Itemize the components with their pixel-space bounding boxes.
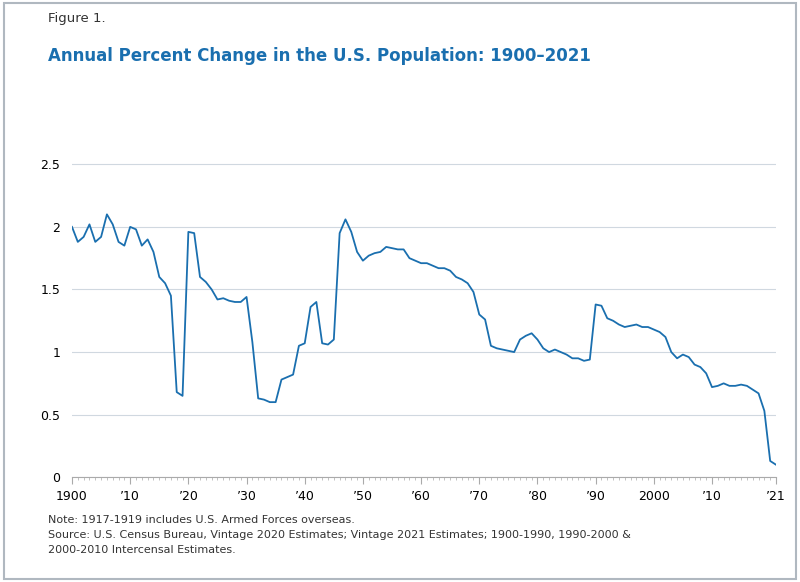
- Text: Figure 1.: Figure 1.: [48, 12, 106, 24]
- Text: Annual Percent Change in the U.S. Population: 1900–2021: Annual Percent Change in the U.S. Popula…: [48, 47, 591, 65]
- Text: Note: 1917-1919 includes U.S. Armed Forces overseas.
Source: U.S. Census Bureau,: Note: 1917-1919 includes U.S. Armed Forc…: [48, 515, 631, 555]
